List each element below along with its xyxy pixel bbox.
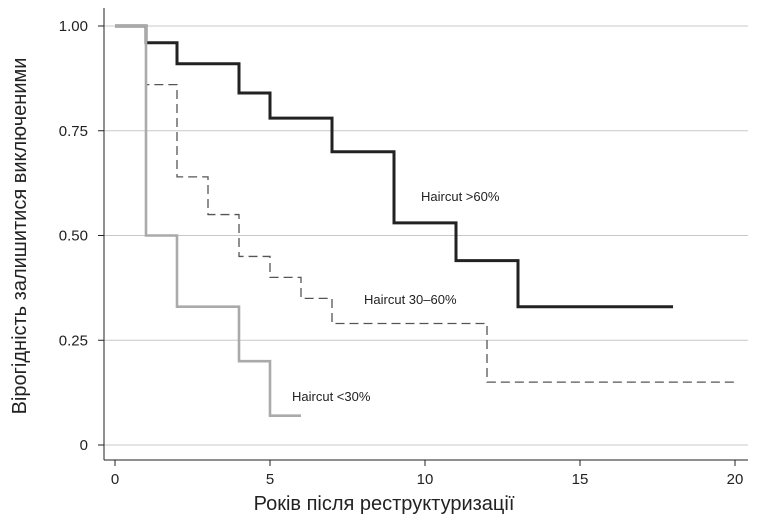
y-tick-label: 1.00 <box>59 18 88 35</box>
label-haircut-over-60: Haircut >60% <box>421 189 500 204</box>
axes <box>103 8 748 461</box>
x-tick-label: 20 <box>727 471 744 488</box>
y-tick-label: 0.25 <box>59 332 88 349</box>
series-line-haircut-under-30 <box>115 24 301 417</box>
series-lines <box>115 24 735 417</box>
y-tick-label: 0 <box>80 437 88 454</box>
x-tick-label: 10 <box>417 471 434 488</box>
label-haircut-30-60: Haircut 30–60% <box>364 292 457 307</box>
series-line-haircut-over-60 <box>115 24 673 309</box>
y-axis-title: Вірогідність залишитися виключеними <box>9 58 31 415</box>
label-haircut-under-30: Haircut <30% <box>292 389 371 404</box>
series-line-haircut-30-60 <box>115 25 735 383</box>
x-tick-label: 5 <box>266 471 274 488</box>
x-ticks: 0 5 10 15 20 <box>111 460 744 488</box>
x-tick-label: 15 <box>572 471 589 488</box>
x-axis-title: Років після реструктуризації <box>254 493 515 515</box>
y-ticks: 0 0.25 0.50 0.75 1.00 <box>59 18 104 454</box>
y-tick-label: 0.75 <box>59 123 88 140</box>
y-tick-label: 0.50 <box>59 228 88 245</box>
series-labels: Haircut >60% Haircut 30–60% Haircut <30% <box>292 189 500 404</box>
x-tick-label: 0 <box>111 471 119 488</box>
gridlines <box>104 25 748 446</box>
